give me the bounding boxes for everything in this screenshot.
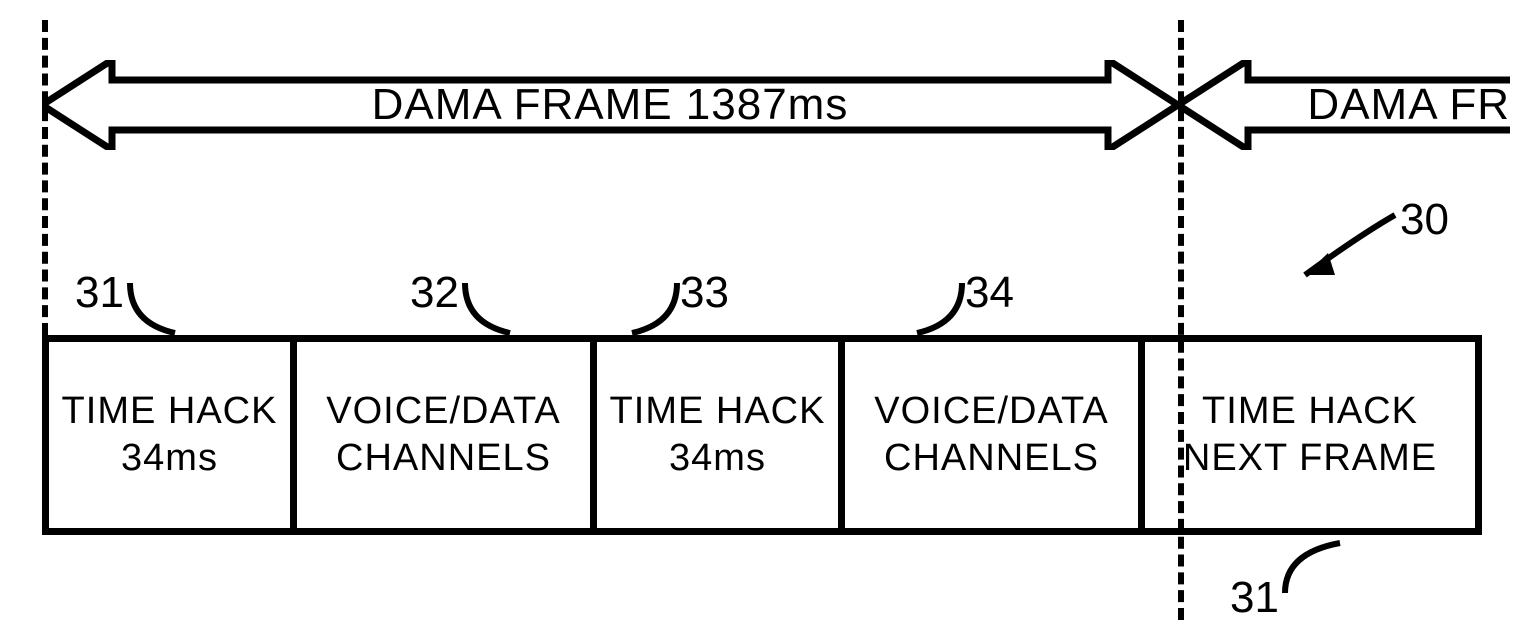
callout-32: 32	[410, 268, 459, 318]
block-time-hack-1: TIME HACK 34ms	[49, 342, 297, 528]
dama-next-frame-arrow-label: DAMA FR	[1248, 80, 1510, 130]
block-label-line1: TIME HACK	[610, 388, 826, 436]
block-time-hack-2: TIME HACK 34ms	[597, 342, 845, 528]
callout-31-b: 31	[1230, 573, 1279, 623]
callout-33-curve	[622, 278, 682, 338]
callout-31-b-curve	[1280, 538, 1350, 598]
block-voice-data-1: VOICE/DATA CHANNELS	[297, 342, 597, 528]
dama-next-frame-arrow: DAMA FR	[1178, 60, 1510, 150]
block-label-line2: CHANNELS	[336, 435, 551, 483]
block-label-line1: TIME HACK	[1202, 388, 1418, 436]
dama-frame-arrow-label: DAMA FRAME 1387ms	[42, 80, 1178, 130]
callout-34-curve	[907, 278, 967, 338]
frame-blocks-row: TIME HACK 34ms VOICE/DATA CHANNELS TIME …	[42, 335, 1482, 535]
block-voice-data-2: VOICE/DATA CHANNELS	[845, 342, 1145, 528]
dama-frame-arrow: DAMA FRAME 1387ms	[42, 60, 1178, 150]
block-label-line2: 34ms	[669, 435, 766, 483]
block-label-line1: VOICE/DATA	[326, 388, 561, 436]
block-label-line2: CHANNELS	[884, 435, 1099, 483]
callout-33: 33	[680, 268, 729, 318]
callout-30: 30	[1400, 195, 1449, 245]
block-label-line1: VOICE/DATA	[874, 388, 1109, 436]
callout-34: 34	[965, 268, 1014, 318]
block-time-hack-next: TIME HACK NEXT FRAME	[1145, 342, 1475, 528]
block-label-line2: NEXT FRAME	[1183, 435, 1437, 483]
callout-31-a-curve	[125, 278, 185, 338]
callout-30-curve	[1280, 205, 1400, 295]
block-label-line1: TIME HACK	[62, 388, 278, 436]
callout-32-curve	[460, 278, 520, 338]
callout-31-a: 31	[75, 268, 124, 318]
dama-frame-diagram: DAMA FRAME 1387ms DAMA FR 31 32 33 34 30…	[30, 20, 1510, 620]
block-label-line2: 34ms	[121, 435, 218, 483]
